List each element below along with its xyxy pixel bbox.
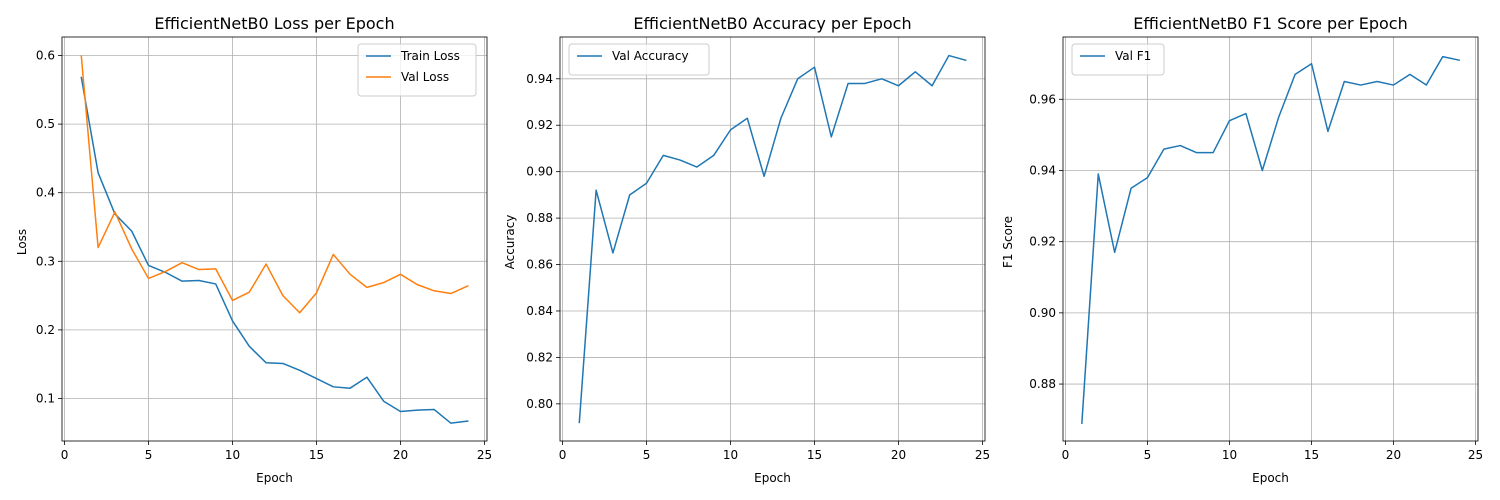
accuracy-y-tick-label: 0.88 <box>526 211 553 225</box>
accuracy-x-tick-label: 25 <box>975 448 990 462</box>
accuracy-y-tick-label: 0.86 <box>526 258 553 272</box>
accuracy-x-tick-label: 5 <box>643 448 651 462</box>
f1-y-tick-label: 0.92 <box>1029 235 1056 249</box>
loss-legend-box <box>357 43 477 97</box>
loss-legend-label: Val Loss <box>401 70 449 84</box>
f1-y-tick-label: 0.94 <box>1029 163 1056 177</box>
f1-x-tick-label: 10 <box>1222 448 1237 462</box>
loss-y-tick-label: 0.1 <box>36 391 55 405</box>
f1-series-val-f1-line <box>1081 55 1461 424</box>
f1-x-tick-label: 20 <box>1386 448 1401 462</box>
f1-x-tick-label: 5 <box>1144 448 1152 462</box>
accuracy-legend-box <box>568 43 710 76</box>
accuracy-legend-label: Val Accuracy <box>612 49 689 63</box>
f1-grid <box>1063 37 1478 441</box>
loss-y-tick-label: 0.5 <box>36 117 55 131</box>
accuracy-x-tick-label: 15 <box>807 448 822 462</box>
loss-y-tick-label: 0.4 <box>36 186 55 200</box>
loss-legend-label: Train Loss <box>400 49 460 63</box>
accuracy-x-tick-label: 10 <box>723 448 738 462</box>
loss-x-axis-label: Epoch <box>256 471 293 485</box>
accuracy-chart-title: EfficientNetB0 Accuracy per Epoch <box>633 14 911 33</box>
loss-chart: EfficientNetB0 Loss per Epoch Epoch Loss… <box>15 14 492 485</box>
accuracy-x-axis-label: Epoch <box>754 471 791 485</box>
f1-legend-label: Val F1 <box>1115 49 1151 63</box>
accuracy-chart: EfficientNetB0 Accuracy per Epoch Epoch … <box>503 14 990 485</box>
loss-x-tick-label: 10 <box>225 448 240 462</box>
loss-grid <box>62 37 487 441</box>
accuracy-y-tick-label: 0.94 <box>526 72 553 86</box>
f1-x-tick-label: 0 <box>1062 448 1070 462</box>
accuracy-y-tick-label: 0.82 <box>526 350 553 364</box>
accuracy-legend: Val Accuracy <box>568 43 710 76</box>
accuracy-axes-frame <box>559 36 986 442</box>
loss-axes-frame <box>61 36 488 442</box>
loss-y-axis-label: Loss <box>15 229 29 255</box>
loss-series-val-loss-line <box>80 55 469 314</box>
accuracy-x-tick-label: 20 <box>891 448 906 462</box>
loss-y-tick-label: 0.6 <box>36 49 55 63</box>
f1-axes-frame <box>1062 36 1479 442</box>
f1-legend-box <box>1071 43 1165 76</box>
f1-y-tick-label: 0.96 <box>1029 92 1056 106</box>
accuracy-series-val-accuracy-line <box>578 54 967 424</box>
accuracy-x-tick-label: 0 <box>559 448 567 462</box>
accuracy-y-tick-label: 0.90 <box>526 165 553 179</box>
f1-y-tick-label: 0.88 <box>1029 377 1056 391</box>
loss-x-tick-label: 5 <box>145 448 153 462</box>
accuracy-y-axis-label: Accuracy <box>503 215 517 270</box>
accuracy-grid <box>560 37 985 441</box>
f1-x-axis-label: Epoch <box>1252 471 1289 485</box>
accuracy-y-tick-label: 0.80 <box>526 397 553 411</box>
f1-y-axis-label: F1 Score <box>1001 216 1015 268</box>
f1-chart-title: EfficientNetB0 F1 Score per Epoch <box>1133 14 1407 33</box>
loss-x-tick-label: 20 <box>393 448 408 462</box>
f1-chart: EfficientNetB0 F1 Score per Epoch Epoch … <box>1001 14 1483 485</box>
loss-legend: Train Loss Val Loss <box>357 43 477 97</box>
accuracy-y-tick-label: 0.92 <box>526 118 553 132</box>
loss-x-tick-label: 15 <box>309 448 324 462</box>
f1-y-tick-label: 0.90 <box>1029 306 1056 320</box>
loss-series-train-loss-line <box>80 76 469 424</box>
f1-x-tick-label: 25 <box>1468 448 1483 462</box>
f1-legend: Val F1 <box>1071 43 1165 76</box>
loss-x-tick-label: 25 <box>477 448 492 462</box>
loss-chart-title: EfficientNetB0 Loss per Epoch <box>154 14 394 33</box>
f1-x-tick-label: 15 <box>1304 448 1319 462</box>
accuracy-y-tick-label: 0.84 <box>526 304 553 318</box>
loss-x-tick-label: 0 <box>61 448 69 462</box>
loss-y-tick-label: 0.3 <box>36 254 55 268</box>
loss-y-tick-label: 0.2 <box>36 323 55 337</box>
